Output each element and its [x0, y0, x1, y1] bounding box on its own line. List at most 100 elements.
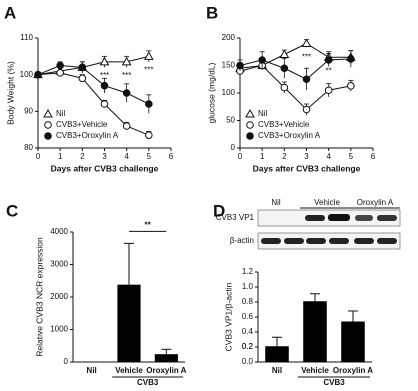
y-tick-label: 0.6 — [242, 312, 254, 321]
marker — [280, 64, 289, 73]
y-axis-label: Relative CVB3 NCR expression — [34, 237, 44, 357]
y-axis-label: CVB3 VP1/β-actin — [223, 282, 233, 351]
y-tick-label: 4000 — [50, 227, 68, 236]
y-tick-label: 3000 — [50, 260, 68, 269]
marker — [301, 38, 312, 47]
annotation: *** — [122, 71, 131, 80]
marker — [246, 132, 254, 140]
marker — [56, 61, 64, 70]
legend-label: CVB3+Oroxylin A — [56, 131, 119, 140]
x-tick-label: 3 — [304, 152, 309, 161]
y-tick-label: 1.2 — [242, 267, 254, 276]
y-tick-label: 150 — [222, 61, 236, 70]
y-tick-label: 80 — [24, 143, 33, 152]
x-tick-label: 6 — [169, 152, 174, 161]
blot-lane-label: Oroxylin A — [357, 198, 394, 207]
marker — [324, 86, 333, 95]
marker — [145, 131, 153, 139]
marker — [145, 100, 153, 108]
legend-label: Nil — [56, 109, 66, 118]
legend-label: CVB3+Vehicle — [258, 120, 310, 129]
y-tick-label: 1000 — [50, 325, 68, 334]
series-line — [239, 42, 351, 69]
x-tick-label: Nil — [87, 366, 97, 375]
x-axis-label: Days after CVB3 challenge — [51, 163, 159, 173]
marker — [100, 81, 109, 90]
y-tick-label: 110 — [20, 33, 33, 42]
blot-image — [257, 209, 401, 250]
legend-label: CVB3+Oroxylin A — [258, 131, 321, 140]
bar — [265, 346, 289, 362]
annotation: *** — [100, 71, 109, 80]
marker — [34, 70, 42, 79]
marker — [143, 51, 154, 60]
y-tick-label: 0.8 — [242, 297, 254, 306]
x-tick-label: Oroxylin A — [146, 366, 186, 375]
series-line — [239, 64, 351, 111]
group-label: CVB3 — [137, 378, 159, 387]
bar — [154, 354, 178, 362]
x-axis-label: Days after CVB3 challenge — [253, 163, 361, 173]
bar — [341, 321, 365, 362]
marker — [122, 89, 131, 97]
marker — [78, 63, 87, 72]
y-tick-label: 200 — [222, 33, 236, 42]
series-line — [37, 55, 149, 76]
annotation: *** — [302, 53, 311, 62]
y-tick-label: 2000 — [50, 292, 68, 301]
y-tick-label: 0.2 — [242, 342, 254, 351]
marker — [347, 82, 355, 90]
y-tick-label: 0.0 — [242, 357, 254, 366]
bar — [117, 284, 141, 362]
series-line — [239, 58, 351, 80]
marker — [347, 55, 355, 63]
panel-letter: D — [213, 201, 225, 220]
blot-row-label: β-actin — [230, 236, 254, 245]
y-tick-label: 100 — [20, 70, 34, 79]
marker — [122, 122, 131, 130]
blot-lane-label: Nil — [271, 198, 281, 207]
x-tick-label: Oroxylin A — [333, 366, 373, 375]
x-tick-label: 4 — [326, 152, 331, 161]
x-tick-label: Vehicle — [301, 366, 329, 375]
y-axis-label: Body Weight (%) — [5, 61, 15, 125]
legend-label: CVB3+Vehicle — [56, 120, 108, 129]
marker — [324, 56, 333, 64]
marker — [236, 61, 244, 70]
x-tick-label: 1 — [260, 152, 265, 161]
panel-letter: A — [4, 3, 16, 22]
x-tick-label: 3 — [102, 152, 107, 161]
marker — [78, 74, 87, 83]
x-tick-label: 6 — [371, 152, 376, 161]
marker — [258, 56, 266, 64]
marker — [44, 121, 52, 129]
marker — [246, 121, 254, 129]
series-line — [37, 64, 150, 105]
y-tick-label: 0 — [231, 143, 236, 152]
marker — [100, 100, 109, 108]
group-label: CVB3 — [323, 378, 345, 387]
marker — [43, 108, 53, 118]
marker — [245, 108, 255, 118]
marker — [279, 49, 290, 58]
x-tick-label: 4 — [124, 152, 129, 161]
annotation: *** — [144, 65, 153, 74]
marker — [121, 56, 132, 66]
x-tick-label: 0 — [36, 152, 41, 161]
x-tick-label: 1 — [58, 152, 63, 161]
x-tick-label: Vehicle — [115, 366, 143, 375]
significance-label: ** — [145, 220, 152, 229]
panel-letter: B — [206, 3, 218, 22]
x-tick-label: 5 — [349, 152, 354, 161]
y-tick-label: 90 — [24, 106, 33, 115]
marker — [302, 105, 311, 114]
annotation: ** — [326, 66, 332, 75]
marker — [302, 75, 311, 84]
marker — [99, 56, 110, 66]
marker — [280, 83, 289, 92]
bar — [303, 301, 327, 362]
marker — [44, 132, 52, 140]
blot-row-label: CVB3 VP1 — [216, 213, 255, 222]
